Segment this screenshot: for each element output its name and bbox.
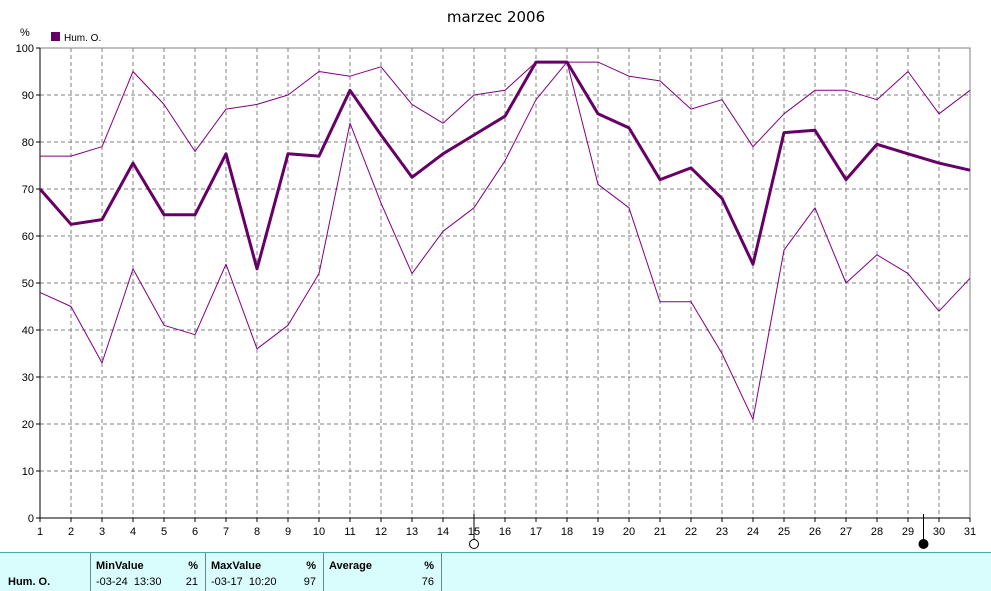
max-header: MaxValue — [211, 560, 262, 572]
x-tick-label: 31 — [964, 526, 976, 538]
y-tick-label: 0 — [28, 513, 34, 525]
x-tick-label: 30 — [933, 526, 945, 538]
max-value: 97 — [303, 576, 316, 588]
max-time: -03-17 10:20 — [211, 576, 277, 588]
x-tick-label: 27 — [840, 526, 852, 538]
legend-swatch — [51, 32, 60, 41]
x-tick-label: 9 — [285, 526, 291, 538]
x-tick-label: 2 — [68, 526, 74, 538]
x-tick-label: 18 — [561, 526, 573, 538]
max-unit: % — [306, 560, 316, 572]
min-header: MinValue — [96, 560, 144, 572]
x-tick-label: 16 — [499, 526, 511, 538]
x-tick-label: 28 — [871, 526, 883, 538]
x-tick-label: 12 — [375, 526, 387, 538]
x-tick-label: 3 — [99, 526, 105, 538]
avg-unit: % — [424, 560, 434, 572]
x-tick-label: 8 — [254, 526, 260, 538]
x-tick-label: 25 — [778, 526, 790, 538]
stats-row-label: Hum. O. — [8, 576, 51, 588]
chart-title: marzec 2006 — [447, 8, 545, 26]
min-time: -03-24 13:30 — [96, 576, 162, 588]
stats-avg-cell: Average % 76 — [324, 553, 442, 591]
humidity-chart: marzec 2006 % Hum. O. 0 10 20 30 40 50 60 70 80 9… — [16, 8, 976, 549]
y-tick-label: 60 — [22, 231, 34, 243]
x-tick-label: 29 — [902, 526, 914, 538]
x-tick-label: 22 — [685, 526, 697, 538]
y-tick-label: 90 — [22, 90, 34, 102]
x-tick-label: 21 — [654, 526, 666, 538]
x-tick-label: 7 — [223, 526, 229, 538]
x-tick-label: 6 — [192, 526, 198, 538]
min-unit: % — [188, 560, 198, 572]
x-tick-label: 13 — [406, 526, 418, 538]
y-tick-label: 20 — [22, 419, 34, 431]
x-tick-label: 10 — [313, 526, 325, 538]
stats-min-cell: MinValue % -03-24 13:30 21 — [91, 553, 206, 591]
x-tick-label: 23 — [716, 526, 728, 538]
x-tick-label: 20 — [623, 526, 635, 538]
x-tick-label: 1 — [37, 526, 43, 538]
x-tick-label: 24 — [747, 526, 759, 538]
stats-row-cell: Hum. O. — [0, 553, 91, 591]
series-line-max — [40, 61, 971, 157]
y-tick-label: 80 — [22, 137, 34, 149]
x-tick-label: 19 — [592, 526, 604, 538]
y-tick-label: 30 — [22, 372, 34, 384]
legend-label: Hum. O. — [64, 33, 101, 44]
y-axis-unit: % — [20, 27, 30, 39]
moon-marker-icon — [918, 539, 929, 549]
stats-max-cell: MaxValue % -03-17 10:20 97 — [206, 553, 324, 591]
x-tick-label: 5 — [161, 526, 167, 538]
y-tick-label: 70 — [22, 184, 34, 196]
x-tick-label: 11 — [344, 526, 355, 538]
x-tick-label: 14 — [437, 526, 449, 538]
y-tick-label: 10 — [22, 466, 34, 478]
x-tick-label: 17 — [530, 526, 542, 538]
series-line-average — [38, 60, 971, 271]
y-tick-label: 100 — [16, 43, 34, 55]
x-tick-label: 4 — [130, 526, 136, 538]
moon-marker-icon — [469, 539, 479, 549]
x-tick-label: 26 — [809, 526, 821, 538]
avg-header: Average — [329, 560, 373, 572]
y-tick-label: 40 — [22, 325, 34, 337]
y-tick-label: 50 — [22, 278, 34, 290]
stats-panel: Hum. O. MinValue % -03-24 13:30 21 MaxVa… — [0, 552, 991, 591]
avg-value: 76 — [421, 576, 434, 588]
min-value: 21 — [185, 576, 198, 588]
series-line-min — [39, 61, 971, 420]
